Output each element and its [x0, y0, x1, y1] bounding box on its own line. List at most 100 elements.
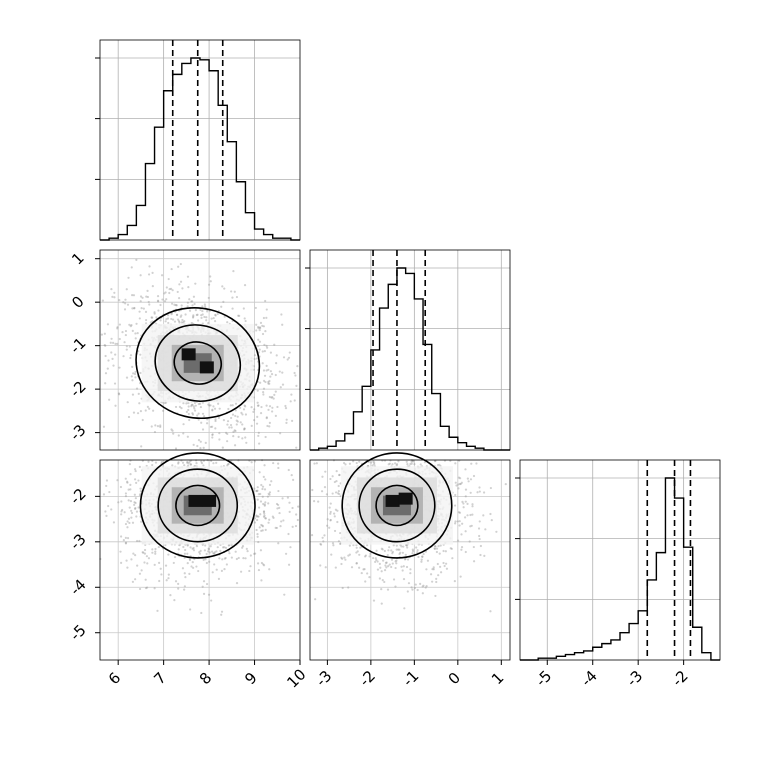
scatter-point [228, 426, 231, 429]
scatter-point [268, 382, 271, 385]
scatter-point [252, 410, 255, 414]
scatter-point [188, 572, 191, 575]
scatter-point [241, 545, 245, 548]
scatter-point [258, 329, 261, 332]
scatter-point [153, 312, 156, 315]
scatter-point [435, 547, 439, 550]
scatter-point [262, 325, 265, 328]
scatter-point [263, 503, 266, 506]
scatter-point [143, 552, 147, 555]
scatter-point [217, 577, 221, 580]
scatter-point [179, 315, 182, 318]
scatter-point [140, 307, 143, 310]
scatter-point [146, 562, 149, 565]
y-tick-label: 1 [68, 249, 87, 268]
scatter-point [243, 317, 246, 320]
scatter-point [127, 415, 131, 419]
scatter-point [432, 566, 435, 569]
scatter-point [124, 536, 127, 539]
scatter-point [390, 549, 393, 552]
scatter-point [141, 418, 144, 422]
scatter-point [255, 329, 258, 332]
scatter-point [100, 333, 104, 336]
scatter-point [276, 405, 279, 409]
scatter-point [171, 429, 174, 432]
scatter-point [403, 607, 406, 610]
scatter-point [272, 397, 275, 400]
scatter-point [155, 316, 158, 319]
scatter-point [344, 558, 347, 561]
scatter-point [395, 544, 398, 547]
scatter-point [159, 425, 162, 428]
scatter-point [410, 586, 413, 589]
scatter-point [406, 546, 409, 549]
scatter-point [183, 320, 186, 323]
scatter-point [284, 404, 287, 408]
scatter-point [215, 550, 218, 553]
scatter-point [439, 544, 442, 547]
scatter-point [190, 403, 193, 406]
scatter-point [126, 480, 129, 483]
scatter-point [409, 462, 412, 466]
scatter-point [138, 402, 141, 405]
scatter-point [372, 556, 375, 560]
scatter-point [167, 314, 170, 317]
scatter-point [362, 568, 365, 571]
scatter-point [374, 560, 377, 564]
scatter-point [250, 424, 253, 427]
scatter-point [277, 489, 280, 493]
x-tick-label: 6 [105, 669, 124, 688]
contour-inner [175, 484, 221, 527]
scatter-point [178, 321, 181, 324]
scatter-point [223, 546, 226, 549]
scatter-point [177, 297, 181, 300]
scatter-point [191, 413, 195, 416]
scatter-point [263, 349, 266, 353]
scatter-point [277, 466, 280, 470]
scatter-point [268, 395, 271, 399]
scatter-point [223, 287, 226, 290]
scatter-point [290, 419, 294, 422]
scatter-point [288, 510, 291, 513]
scatter-point [163, 292, 166, 295]
scatter-point [240, 411, 243, 414]
scatter-point [167, 321, 170, 325]
scatter-point [380, 602, 383, 605]
panel-frame [99, 39, 301, 241]
scatter-point [202, 580, 206, 583]
scatter-point [210, 317, 213, 320]
scatter-point [177, 461, 180, 464]
scatter-point [352, 460, 355, 463]
scatter-point [124, 329, 128, 333]
scatter-point [391, 562, 394, 565]
scatter-point [112, 521, 116, 524]
scatter-point [195, 313, 198, 317]
scatter-point [179, 262, 182, 266]
scatter-point [265, 308, 268, 311]
scatter-point [159, 303, 162, 307]
scatter-point [104, 510, 107, 513]
scatter-point [187, 408, 190, 412]
scatter-point [126, 566, 129, 569]
scatter-point [296, 365, 299, 368]
scatter-point [350, 566, 354, 569]
scatter-point [122, 301, 125, 304]
scatter-point [176, 318, 180, 321]
scatter-point [210, 550, 214, 553]
scatter-point [199, 405, 203, 409]
scatter-point [288, 501, 291, 504]
scatter-point [477, 527, 481, 530]
scatter-point [364, 580, 367, 583]
scatter-point [433, 547, 437, 550]
scatter-point [475, 462, 478, 465]
scatter-point [435, 580, 438, 584]
y-tick-label: -2 [66, 485, 89, 508]
scatter-point [118, 366, 121, 369]
scatter-point [368, 576, 371, 579]
scatter-point [188, 557, 191, 561]
scatter-point [132, 552, 135, 555]
scatter-point [424, 586, 427, 589]
scatter-point [233, 429, 236, 432]
scatter-point [147, 460, 150, 463]
scatter-point [183, 552, 187, 555]
